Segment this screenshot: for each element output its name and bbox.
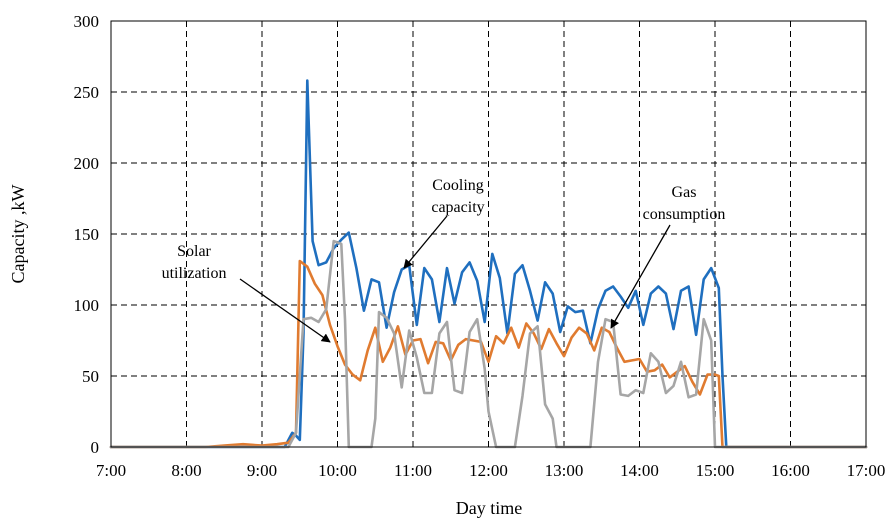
x-tick-label: 10:00: [318, 461, 357, 480]
x-tick-label: 7:00: [96, 461, 126, 480]
annotation-cooling-line1: Cooling: [432, 177, 484, 194]
annotation-solar-line2: utilization: [162, 265, 227, 282]
annotation-gas-consumption: Gas consumption: [610, 184, 726, 329]
annotation-cooling-arrow: [403, 215, 448, 269]
grid-layer: [111, 21, 866, 447]
plot-frame: [110, 20, 867, 448]
y-axis-title: Capacity ,kW: [8, 185, 28, 284]
annotation-gas-arrow: [610, 224, 671, 329]
annotation-solar-line1: Solar: [177, 243, 211, 260]
y-tick-label: 150: [74, 225, 100, 244]
y-tick-label: 100: [74, 296, 100, 315]
y-tick-label: 250: [74, 83, 100, 102]
annotation-gas-line1: Gas: [672, 184, 697, 201]
y-tick-label: 300: [74, 12, 100, 31]
series-line-gas: [109, 239, 868, 449]
x-tick-label: 8:00: [171, 461, 201, 480]
x-tick-label: 13:00: [545, 461, 584, 480]
y-tick-label: 0: [91, 438, 100, 457]
y-tick-label: 200: [74, 154, 100, 173]
annotation-gas-line2: consumption: [643, 206, 726, 223]
x-tick-label: 11:00: [394, 461, 432, 480]
y-tick-label: 50: [82, 367, 99, 386]
x-axis-title: Day time: [456, 498, 522, 518]
annotation-solar-utilization: Solar utilization: [162, 243, 331, 343]
series-layer: [109, 79, 868, 449]
x-tick-label: 12:00: [469, 461, 508, 480]
x-tick-label: 9:00: [247, 461, 277, 480]
tick-labels: 7:00 8:00 9:00 10:00 11:00 12:00 13:00 14:00 15:…: [74, 12, 886, 480]
series-line-solar: [109, 259, 868, 449]
x-tick-label: 15:00: [696, 461, 735, 480]
x-tick-label: 14:00: [620, 461, 659, 480]
annotation-cooling-line2: capacity: [431, 199, 484, 216]
x-tick-label: 17:00: [847, 461, 886, 480]
annotation-solar-arrow: [239, 278, 331, 343]
x-tick-label: 16:00: [771, 461, 810, 480]
annotation-cooling-capacity: Cooling capacity: [403, 177, 485, 269]
